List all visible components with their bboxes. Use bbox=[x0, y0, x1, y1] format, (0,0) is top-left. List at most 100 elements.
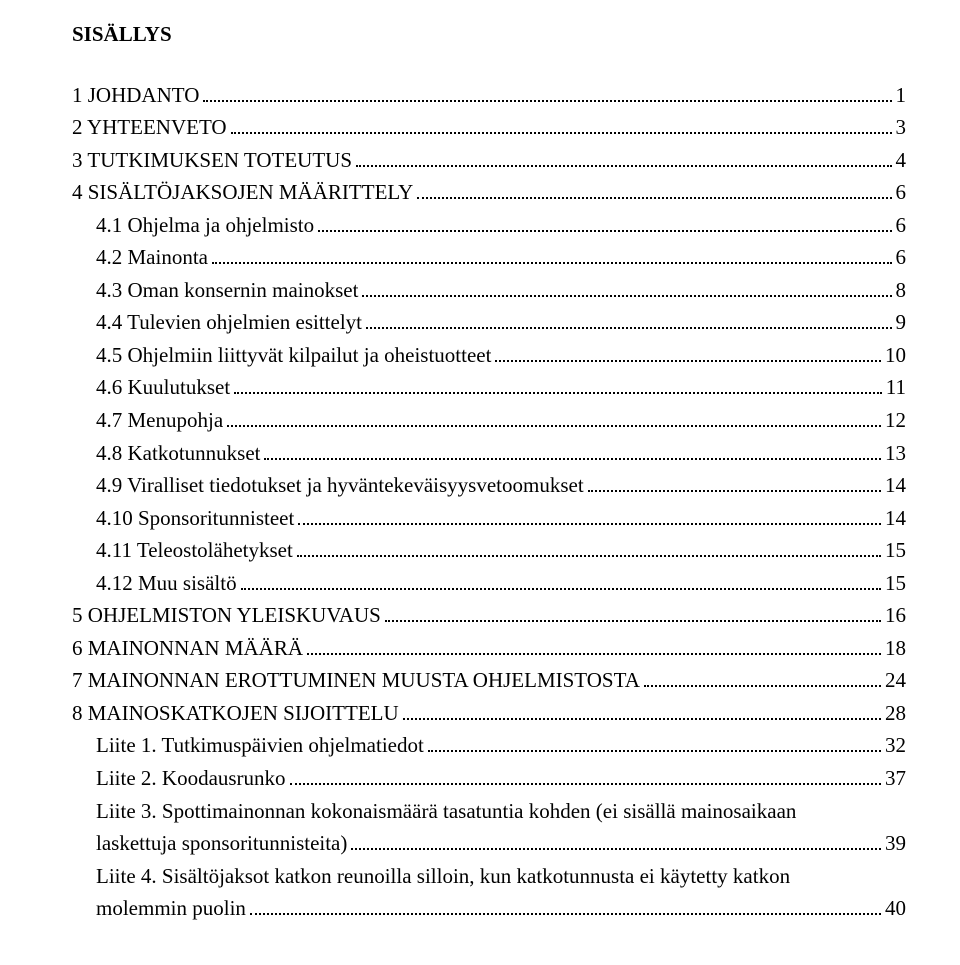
toc-entry: 2 YHTEENVETO 3 bbox=[72, 111, 906, 144]
toc-leader bbox=[428, 732, 881, 753]
toc-entry: 4.8 Katkotunnukset 13 bbox=[72, 437, 906, 470]
toc-label: 5 OHJELMISTON YLEISKUVAUS bbox=[72, 599, 381, 632]
toc-label: 4.1 Ohjelma ja ohjelmisto bbox=[96, 209, 314, 242]
toc-entry: 4.12 Muu sisältö 15 bbox=[72, 567, 906, 600]
toc-entry: Liite 1. Tutkimuspäivien ohjelmatiedot 32 bbox=[72, 729, 906, 762]
toc-entry: 4.11 Teleostolähetykset 15 bbox=[72, 534, 906, 567]
toc-leader bbox=[290, 764, 881, 785]
toc-label: 4.2 Mainonta bbox=[96, 241, 208, 274]
toc-label: 7 MAINONNAN EROTTUMINEN MUUSTA OHJELMIST… bbox=[72, 664, 640, 697]
toc-label: laskettuja sponsoritunnisteita) bbox=[96, 827, 347, 860]
toc-entry: Liite 2. Koodausrunko 37 bbox=[72, 762, 906, 795]
toc-label: Liite 4. Sisältöjaksot katkon reunoilla … bbox=[96, 864, 790, 888]
toc-label: Liite 3. Spottimainonnan kokonaismäärä t… bbox=[96, 799, 796, 823]
toc-leader bbox=[307, 634, 881, 655]
toc-leader bbox=[298, 504, 881, 525]
toc-page-number: 32 bbox=[885, 729, 906, 762]
toc-page-number: 9 bbox=[896, 306, 907, 339]
toc-list: 1 JOHDANTO12 YHTEENVETO33 TUTKIMUKSEN TO… bbox=[72, 79, 906, 795]
toc-page-number: 24 bbox=[885, 664, 906, 697]
toc-page-number: 8 bbox=[896, 274, 907, 307]
toc-label: Liite 2. Koodausrunko bbox=[96, 762, 286, 795]
toc-page-number: 6 bbox=[896, 209, 907, 242]
toc-entry: 4.1 Ohjelma ja ohjelmisto 6 bbox=[72, 209, 906, 242]
toc-leader bbox=[227, 406, 881, 427]
toc-page-number: 12 bbox=[885, 404, 906, 437]
toc-page-number: 39 bbox=[885, 827, 906, 860]
toc-page-number: 15 bbox=[885, 567, 906, 600]
toc-label: 8 MAINOSKATKOJEN SIJOITTELU bbox=[72, 697, 399, 730]
toc-leader bbox=[417, 178, 891, 199]
toc-label: molemmin puolin bbox=[96, 892, 246, 925]
toc-page-number: 1 bbox=[896, 79, 907, 112]
toc-label: 4.5 Ohjelmiin liittyvät kilpailut ja ohe… bbox=[96, 339, 491, 372]
toc-entry-wrapped-cont: molemmin puolin 40 bbox=[72, 892, 906, 925]
toc-leader bbox=[362, 276, 891, 297]
toc-leader bbox=[318, 211, 891, 232]
toc-entry: 4.10 Sponsoritunnisteet 14 bbox=[72, 502, 906, 535]
toc-entry: 4.7 Menupohja 12 bbox=[72, 404, 906, 437]
toc-page-number: 14 bbox=[885, 469, 906, 502]
toc-label: 4 SISÄLTÖJAKSOJEN MÄÄRITTELY bbox=[72, 176, 413, 209]
toc-page-number: 16 bbox=[885, 599, 906, 632]
toc-entry: 4.4 Tulevien ohjelmien esittelyt 9 bbox=[72, 306, 906, 339]
toc-entry: 5 OHJELMISTON YLEISKUVAUS 16 bbox=[72, 599, 906, 632]
toc-leader bbox=[203, 81, 891, 102]
toc-label: Liite 1. Tutkimuspäivien ohjelmatiedot bbox=[96, 729, 424, 762]
toc-page-number: 13 bbox=[885, 437, 906, 470]
toc-label: 4.11 Teleostolähetykset bbox=[96, 534, 293, 567]
toc-entry-wrapped-cont: laskettuja sponsoritunnisteita) 39 bbox=[72, 827, 906, 860]
toc-leader bbox=[231, 113, 892, 134]
toc-page-number: 40 bbox=[885, 892, 906, 925]
toc-entry: 6 MAINONNAN MÄÄRÄ 18 bbox=[72, 632, 906, 665]
toc-page-number: 3 bbox=[896, 111, 907, 144]
toc-page-number: 6 bbox=[896, 176, 907, 209]
toc-label: 4.3 Oman konsernin mainokset bbox=[96, 274, 358, 307]
toc-page-number: 14 bbox=[885, 502, 906, 535]
toc-page-number: 11 bbox=[886, 371, 906, 404]
toc-entry: 4.9 Viralliset tiedotukset ja hyväntekev… bbox=[72, 469, 906, 502]
toc-entry: 1 JOHDANTO 1 bbox=[72, 79, 906, 112]
toc-leader bbox=[297, 536, 881, 557]
toc-entry-wrapped: Liite 3. Spottimainonnan kokonaismäärä t… bbox=[72, 795, 906, 828]
toc-entry: 3 TUTKIMUKSEN TOTEUTUS 4 bbox=[72, 144, 906, 177]
toc-label: 4.6 Kuulutukset bbox=[96, 371, 230, 404]
toc-label: 4.8 Katkotunnukset bbox=[96, 437, 260, 470]
toc-label: 2 YHTEENVETO bbox=[72, 111, 227, 144]
toc-label: 4.12 Muu sisältö bbox=[96, 567, 237, 600]
toc-entry: 4.6 Kuulutukset 11 bbox=[72, 371, 906, 404]
toc-label: 4.9 Viralliset tiedotukset ja hyväntekev… bbox=[96, 469, 584, 502]
toc-title: SISÄLLYS bbox=[72, 18, 906, 51]
toc-entry: 4.3 Oman konsernin mainokset 8 bbox=[72, 274, 906, 307]
toc-entry: 4.5 Ohjelmiin liittyvät kilpailut ja ohe… bbox=[72, 339, 906, 372]
toc-page-number: 18 bbox=[885, 632, 906, 665]
toc-label: 4.7 Menupohja bbox=[96, 404, 223, 437]
toc-label: 4.10 Sponsoritunnisteet bbox=[96, 502, 294, 535]
toc-entry: 8 MAINOSKATKOJEN SIJOITTELU 28 bbox=[72, 697, 906, 730]
toc-label: 3 TUTKIMUKSEN TOTEUTUS bbox=[72, 144, 352, 177]
toc-leader bbox=[366, 308, 892, 329]
toc-entry: 4 SISÄLTÖJAKSOJEN MÄÄRITTELY 6 bbox=[72, 176, 906, 209]
toc-label: 4.4 Tulevien ohjelmien esittelyt bbox=[96, 306, 362, 339]
toc-entry-wrapped: Liite 4. Sisältöjaksot katkon reunoilla … bbox=[72, 860, 906, 893]
toc-leader bbox=[588, 471, 881, 492]
toc-page-number: 28 bbox=[885, 697, 906, 730]
toc-leader bbox=[495, 341, 881, 362]
toc-label: 1 JOHDANTO bbox=[72, 79, 199, 112]
toc-leader bbox=[250, 894, 881, 915]
toc-entry: 4.2 Mainonta6 bbox=[72, 241, 906, 274]
toc-leader bbox=[403, 699, 881, 720]
toc-leader bbox=[241, 569, 881, 590]
toc-leader bbox=[212, 243, 892, 264]
toc-leader bbox=[356, 146, 891, 167]
toc-page-number: 37 bbox=[885, 762, 906, 795]
document-page: SISÄLLYS 1 JOHDANTO12 YHTEENVETO33 TUTKI… bbox=[0, 0, 960, 965]
toc-leader bbox=[644, 667, 881, 688]
toc-label: 6 MAINONNAN MÄÄRÄ bbox=[72, 632, 303, 665]
toc-leader bbox=[351, 829, 881, 850]
toc-page-number: 15 bbox=[885, 534, 906, 567]
toc-leader bbox=[264, 439, 881, 460]
toc-leader bbox=[234, 374, 882, 395]
toc-page-number: 4 bbox=[896, 144, 907, 177]
toc-entry: 7 MAINONNAN EROTTUMINEN MUUSTA OHJELMIST… bbox=[72, 664, 906, 697]
